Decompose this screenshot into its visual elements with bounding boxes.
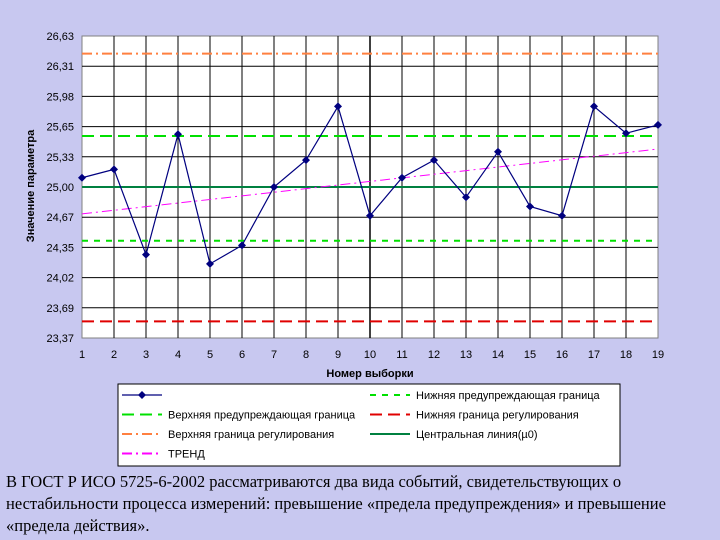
x-axis-title: Номер выборки	[326, 368, 413, 380]
data-point	[174, 130, 182, 139]
y-axis-title: Значение параметра	[25, 129, 37, 242]
x-tick-label: 11	[396, 349, 407, 361]
x-tick-label: 15	[524, 349, 536, 361]
x-tick-label: 18	[620, 349, 632, 361]
legend-label: Нижняя предупреждающая граница	[416, 390, 601, 402]
y-tick-label: 24,02	[46, 273, 74, 285]
y-tick-label: 23,37	[46, 333, 74, 345]
data-point	[238, 241, 246, 250]
data-point	[110, 165, 118, 174]
data-point	[526, 202, 534, 211]
trend-line	[81, 148, 659, 215]
x-tick-label: 8	[303, 349, 309, 361]
data-point	[302, 156, 310, 165]
x-tick-label: 7	[271, 349, 277, 361]
data-point	[590, 102, 598, 111]
data-point	[78, 173, 86, 182]
data-point	[558, 211, 566, 220]
data-point	[430, 156, 438, 165]
legend-box	[117, 383, 621, 467]
data-point	[398, 173, 406, 182]
data-series	[78, 102, 662, 268]
data-point	[654, 120, 662, 129]
legend: Нижняя предупреждающая граница Верхняя пр…	[122, 390, 601, 461]
data-point	[206, 259, 214, 268]
x-tick-label: 16	[556, 349, 568, 361]
x-tick-label: 14	[492, 349, 504, 361]
y-tick-label: 25,33	[46, 152, 74, 164]
x-tick-label: 3	[143, 349, 149, 361]
legend-marker	[138, 391, 146, 399]
x-tick-label: 19	[652, 349, 664, 361]
data-point	[622, 129, 630, 138]
data-point	[366, 211, 374, 220]
x-tick-label: 1	[79, 349, 85, 361]
data-point	[494, 147, 502, 156]
reference-lines	[81, 52, 659, 323]
data-point	[270, 183, 278, 191]
y-tick-label: 25,98	[46, 91, 74, 103]
y-tick-label: 26,63	[46, 31, 74, 43]
x-tick-label: 13	[460, 349, 472, 361]
axis-ticks: 26,63 26,31 25,98 25,65 25,33 25,00 24,67 24,35…	[46, 31, 664, 361]
x-tick-label: 12	[428, 349, 440, 361]
legend-label: ТРЕНД	[168, 449, 205, 461]
x-tick-label: 5	[207, 349, 213, 361]
data-point	[462, 193, 470, 202]
legend-label: Верхняя предупреждающая граница	[168, 410, 356, 422]
y-tick-label: 23,69	[46, 303, 74, 315]
x-tick-label: 9	[335, 349, 341, 361]
x-tick-label: 4	[175, 349, 181, 361]
control-chart: 26,63 26,31 25,98 25,65 25,33 25,00 24,67 24,35…	[25, 31, 665, 467]
legend-label: Верхняя граница регулирования	[168, 429, 334, 441]
y-tick-label: 26,31	[46, 61, 74, 73]
x-tick-label: 17	[588, 349, 600, 361]
legend-label: Нижняя граница регулирования	[416, 410, 579, 422]
caption-text: В ГОСТ Р ИСО 5725-6-2002 рассматриваются…	[6, 472, 666, 535]
x-tick-label: 2	[111, 349, 117, 361]
y-tick-label: 24,35	[46, 242, 74, 254]
y-tick-label: 25,65	[46, 122, 74, 134]
data-point	[142, 250, 150, 259]
y-tick-label: 25,00	[46, 182, 74, 194]
x-tick-label: 10	[364, 349, 376, 361]
y-tick-label: 24,67	[46, 212, 74, 224]
x-tick-label: 6	[239, 349, 245, 361]
data-point	[334, 102, 342, 111]
legend-label: Центральная линия(µ0)	[416, 429, 537, 441]
